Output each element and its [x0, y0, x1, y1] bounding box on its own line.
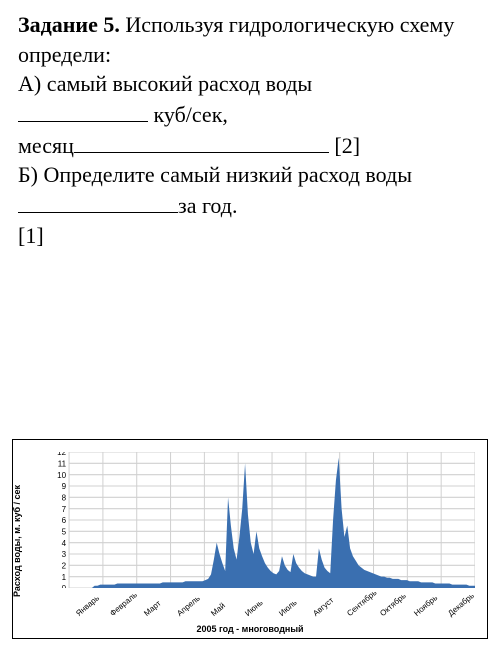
x-tick-label: Май: [210, 601, 228, 618]
y-ticks: 0123456789101112: [57, 452, 66, 588]
x-tick-label: Сентябрь: [345, 588, 378, 618]
svg-text:12: 12: [57, 452, 66, 457]
hydro-chart: Расход воды, м. куб / сек 01234567891011…: [12, 439, 488, 639]
line-b-3: [1]: [18, 223, 44, 248]
x-tick-label: Апрель: [176, 594, 203, 618]
x-tick-label: Февраль: [108, 590, 139, 618]
svg-text:11: 11: [58, 459, 67, 468]
svg-text:2: 2: [62, 561, 67, 570]
line-a-3-pre: месяц: [18, 133, 74, 158]
page: Задание 5. Используя гидрологическую схе…: [0, 0, 500, 657]
line-a-2: куб/сек,: [148, 102, 228, 127]
line-b-1: Б) Определите самый низкий расход воды: [18, 162, 412, 187]
task-title: Задание 5.: [18, 12, 120, 37]
svg-text:4: 4: [62, 539, 67, 548]
x-tick-label: Июнь: [243, 598, 264, 618]
plot-area: 0123456789101112: [53, 452, 475, 588]
line-b-2: за год.: [178, 193, 238, 218]
svg-text:3: 3: [62, 550, 67, 559]
x-tick-label: Октябрь: [379, 591, 409, 618]
x-tick-label: Март: [142, 599, 162, 618]
blank-a-month: [74, 130, 329, 153]
chart-inner: Расход воды, м. куб / сек 01234567891011…: [19, 448, 481, 634]
svg-text:8: 8: [62, 493, 67, 502]
x-axis-title: 2005 год - многоводный: [19, 624, 481, 634]
x-tick-label: Август: [311, 596, 335, 618]
svg-text:5: 5: [62, 527, 67, 536]
x-ticks: Январь ФевральМарт Апрель Май Июнь Июль Август…: [53, 590, 475, 618]
x-tick-label: Ноябрь: [412, 593, 439, 618]
blank-a-value: [18, 99, 148, 122]
y-axis-label: Расход воды, м. куб / сек: [12, 485, 22, 597]
blank-b-value: [18, 190, 178, 213]
line-a-3-post: [2]: [329, 133, 360, 158]
x-tick-label: Июль: [277, 598, 298, 618]
svg-text:7: 7: [62, 505, 67, 514]
x-tick-label: Декабрь: [446, 591, 476, 618]
svg-text:6: 6: [62, 516, 67, 525]
grid-lines: [69, 452, 475, 588]
task-text: Задание 5. Используя гидрологическую схе…: [18, 10, 482, 251]
x-tick-label: Январь: [74, 593, 101, 618]
plot-svg: 0123456789101112: [53, 452, 475, 588]
line-a-1: А) самый высокий расход воды: [18, 71, 312, 96]
svg-text:1: 1: [62, 573, 67, 582]
svg-text:10: 10: [57, 471, 66, 480]
svg-text:9: 9: [62, 482, 67, 491]
svg-text:0: 0: [62, 584, 67, 588]
